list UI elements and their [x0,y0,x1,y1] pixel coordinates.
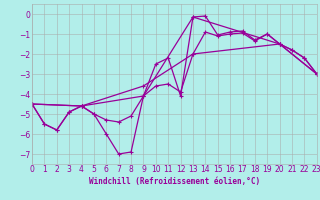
X-axis label: Windchill (Refroidissement éolien,°C): Windchill (Refroidissement éolien,°C) [89,177,260,186]
